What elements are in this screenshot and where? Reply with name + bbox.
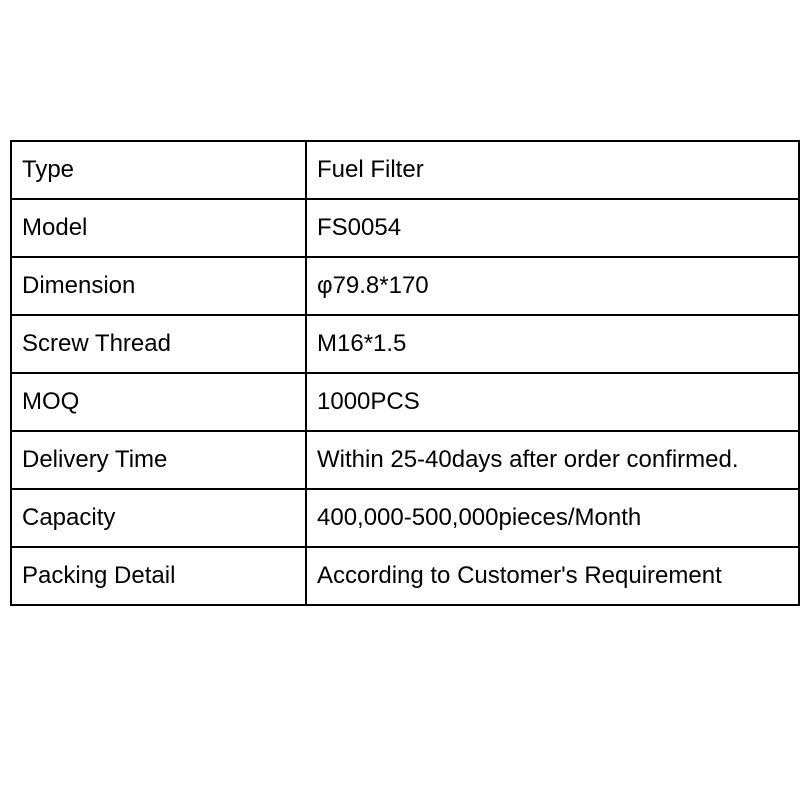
cell-value: 400,000-500,000pieces/Month: [306, 489, 799, 547]
cell-label: Type: [11, 141, 306, 199]
table-row: Screw Thread M16*1.5: [11, 315, 799, 373]
cell-label: Packing Detail: [11, 547, 306, 605]
cell-label: Screw Thread: [11, 315, 306, 373]
cell-label: Delivery Time: [11, 431, 306, 489]
cell-value: Fuel Filter: [306, 141, 799, 199]
table-row: Packing Detail According to Customer's R…: [11, 547, 799, 605]
cell-label: Model: [11, 199, 306, 257]
cell-value: 1000PCS: [306, 373, 799, 431]
cell-label: MOQ: [11, 373, 306, 431]
cell-value: FS0054: [306, 199, 799, 257]
cell-value: φ79.8*170: [306, 257, 799, 315]
table-row: Type Fuel Filter: [11, 141, 799, 199]
table-row: Dimension φ79.8*170: [11, 257, 799, 315]
spec-table: Type Fuel Filter Model FS0054 Dimension …: [10, 140, 800, 606]
cell-value: M16*1.5: [306, 315, 799, 373]
spec-table-wrap: Type Fuel Filter Model FS0054 Dimension …: [10, 140, 800, 606]
cell-value: Within 25-40days after order confirmed.: [306, 431, 799, 489]
table-row: Delivery Time Within 25-40days after ord…: [11, 431, 799, 489]
table-row: MOQ 1000PCS: [11, 373, 799, 431]
table-row: Capacity 400,000-500,000pieces/Month: [11, 489, 799, 547]
cell-label: Dimension: [11, 257, 306, 315]
cell-value: According to Customer's Requirement: [306, 547, 799, 605]
table-row: Model FS0054: [11, 199, 799, 257]
cell-label: Capacity: [11, 489, 306, 547]
